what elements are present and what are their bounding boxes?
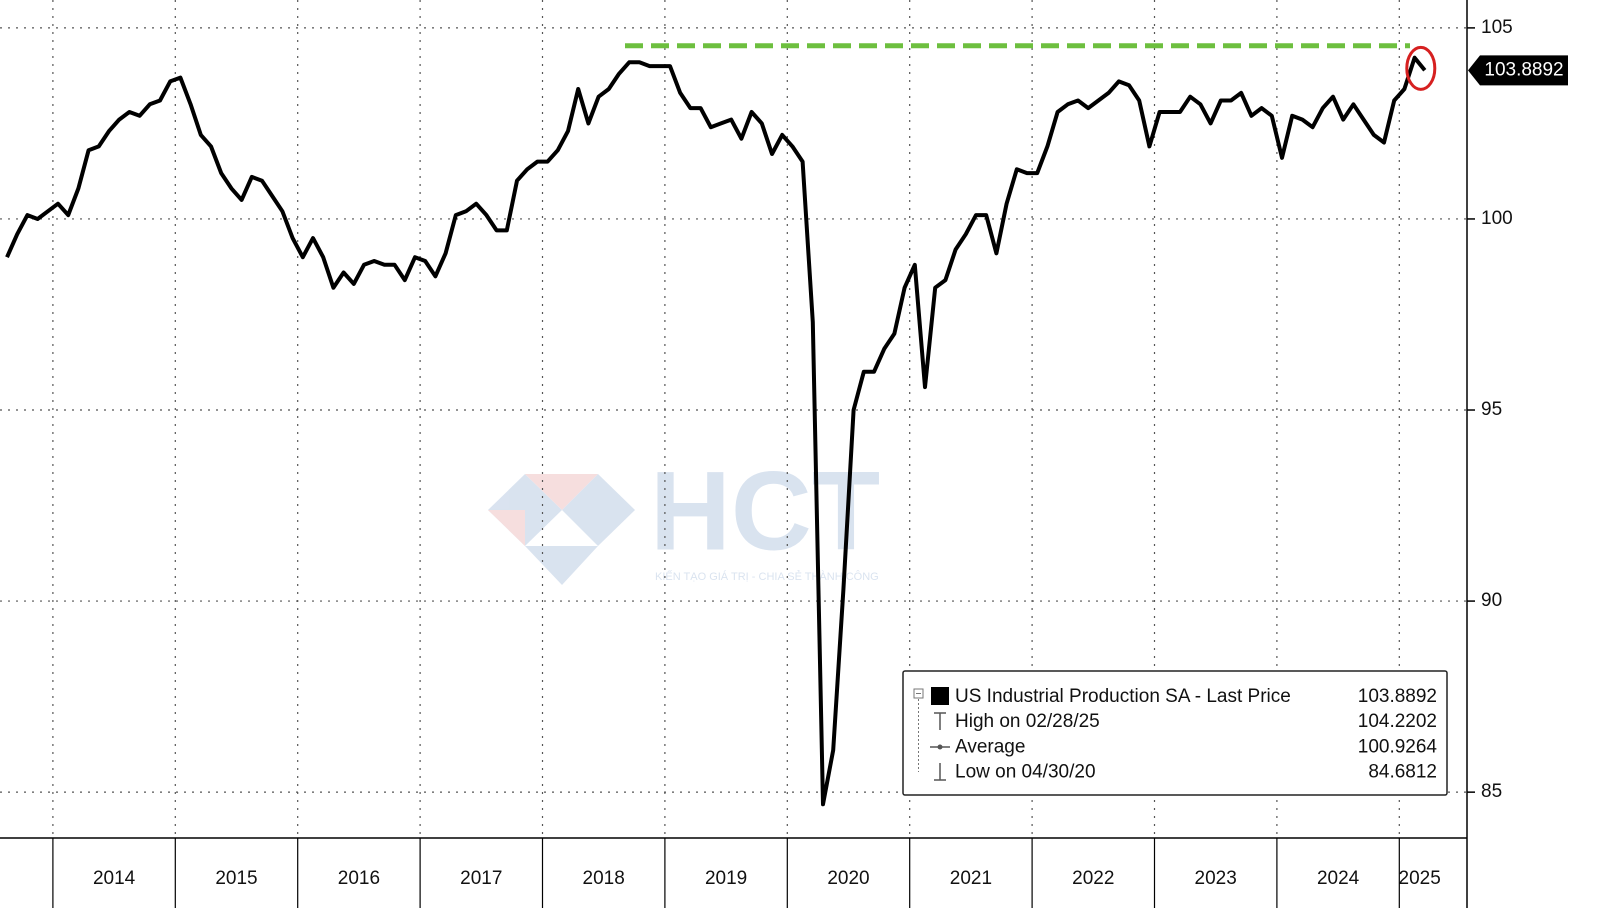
legend-label: Average (955, 736, 1025, 757)
legend-value: 84.6812 (1368, 762, 1437, 783)
watermark-title: HCT (650, 449, 880, 574)
legend-value: 103.8892 (1358, 686, 1437, 707)
y-tick-label: 105 (1481, 17, 1513, 38)
watermark-diamond (488, 474, 562, 546)
y-tick-label: 85 (1481, 781, 1502, 802)
x-tick-label: 2025 (1399, 868, 1441, 889)
last-price-tag: 103.8892 (1468, 55, 1568, 86)
x-tick-label: 2014 (93, 868, 136, 889)
axes: 85 90 95 100 105 2014 2015 2016 2017 2018 2019 2020… (52, 17, 1513, 908)
x-tick-label: 2020 (827, 868, 869, 889)
plot (5, 43, 1437, 807)
legend-icon (934, 763, 946, 781)
watermark-diamond (488, 510, 525, 546)
series-line (5, 55, 1427, 807)
legend-icon (937, 744, 943, 750)
x-tick-label: 2015 (215, 868, 257, 889)
watermark-diamond (562, 474, 635, 546)
legend-label: High on 02/28/25 (955, 711, 1100, 732)
legend: US Industrial Production SA - Last Price… (902, 670, 1448, 796)
legend-icon (934, 712, 946, 730)
x-tick-label: 2023 (1195, 868, 1237, 889)
y-tick-label: 95 (1481, 399, 1502, 420)
watermark-diamond (525, 546, 598, 585)
legend-swatch (931, 687, 949, 705)
x-tick-label: 2019 (705, 868, 747, 889)
legend-label: Low on 04/30/20 (955, 762, 1096, 783)
watermark-subtitle: KIẾN TẠO GIÁ TRỊ - CHIA SẺ THÀNH CÔNG (655, 570, 879, 583)
legend-value: 100.9264 (1358, 736, 1438, 757)
x-tick-label: 2022 (1072, 868, 1114, 889)
highlight-circle (1405, 45, 1437, 91)
legend-value: 104.2202 (1358, 711, 1437, 732)
x-tick-label: 2017 (460, 868, 502, 889)
x-tick-label: 2021 (950, 868, 992, 889)
legend-label: US Industrial Production SA - Last Price (955, 686, 1291, 707)
y-tick-label: 90 (1481, 590, 1502, 611)
last-price-box (1468, 55, 1568, 86)
legend-collapse (913, 688, 924, 699)
x-tick-label: 2024 (1317, 868, 1360, 889)
watermark: HCT KIẾN TẠO GIÁ TRỊ - CHIA SẺ THÀNH CÔN… (488, 449, 880, 585)
x-tick-label: 2018 (583, 868, 625, 889)
last-price-label: 103.8892 (1484, 59, 1563, 80)
x-tick-label: 2016 (338, 868, 380, 889)
watermark-diamond (525, 474, 598, 510)
y-tick-label: 100 (1481, 208, 1513, 229)
legend-box (902, 670, 1448, 796)
